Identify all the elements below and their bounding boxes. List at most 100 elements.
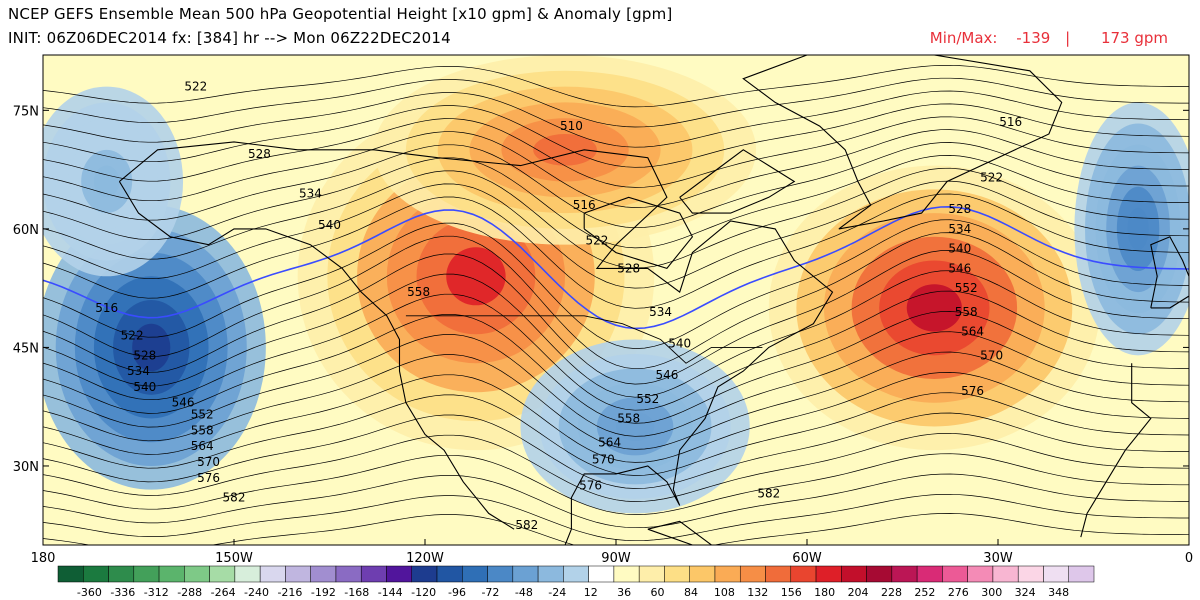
legend-label-8: -168 [344, 586, 369, 599]
legend-swatch-15 [436, 565, 463, 583]
west-coast [118, 181, 515, 530]
contour-line-8 [43, 167, 1189, 269]
lon-label-5: 30W [983, 551, 1013, 566]
anomaly-blob-4-ring-1 [616, 411, 655, 441]
legend-swatch-4 [158, 565, 185, 583]
contour-label-5: 510 [560, 119, 583, 133]
latitude-axis: 75N 60N 45N 30N [13, 104, 1189, 475]
lon-label-1: 150W [215, 551, 253, 566]
lat-label-2: 45N [13, 341, 39, 356]
legend-swatch-25 [689, 565, 716, 583]
us-canada-border [405, 315, 763, 364]
legend-label-19: 108 [714, 586, 735, 599]
contour-line-13 [43, 232, 1189, 370]
legend-swatch-28 [765, 565, 792, 583]
min-max-readout: Min/Max: -139 | 173 gpm [930, 29, 1168, 47]
legend-swatch-10 [310, 565, 337, 583]
contour-540-line [43, 205, 1189, 330]
legend-label-9: -144 [378, 586, 403, 599]
legend-swatch-26 [714, 565, 741, 583]
contour-label-3: 540 [318, 218, 341, 232]
legend-label-15: 12 [584, 586, 598, 599]
legend-label-14: -24 [548, 586, 566, 599]
contour-label-25: 552 [191, 408, 214, 422]
contour-line-20 [43, 372, 1189, 463]
contour-line-3 [43, 103, 1189, 168]
legend-swatch-2 [108, 565, 135, 583]
baffin [679, 149, 796, 214]
north-america-coast [119, 141, 834, 545]
legend-swatch-11 [335, 565, 362, 583]
legend-swatch-31 [841, 565, 867, 583]
contour-label-11: 546 [655, 368, 678, 382]
contour-label-14: 564 [598, 435, 621, 449]
british-isles [1150, 236, 1189, 309]
legend-label-22: 180 [814, 586, 835, 599]
contour-label-6: 516 [573, 198, 596, 212]
contour-line-24 [43, 453, 1189, 515]
anomaly-blob-2-ring-1 [906, 284, 962, 332]
contour-line-15 [43, 270, 1189, 398]
contour-label-33: 534 [948, 222, 971, 236]
legend-label-28: 324 [1015, 586, 1036, 599]
legend-label-26: 276 [948, 586, 969, 599]
contour-label-40: 576 [961, 384, 984, 398]
contour-line-6 [43, 142, 1189, 229]
lon-label-3: 90W [601, 551, 631, 566]
coastlines [118, 55, 1189, 545]
contour-line-4 [43, 116, 1189, 188]
legend-label-17: 60 [651, 586, 665, 599]
legend-swatch-27 [739, 565, 766, 583]
contour-line-18 [43, 331, 1189, 437]
legend-swatch-7 [234, 565, 261, 583]
legend-swatch-37 [992, 565, 1019, 583]
contour-label-0: 522 [184, 80, 207, 94]
legend-swatch-3 [133, 565, 160, 583]
contour-line-19 [43, 351, 1189, 450]
contour-line-25 [43, 473, 1189, 529]
legend-swatch-13 [386, 565, 413, 583]
legend-swatch-8 [259, 565, 286, 583]
init-forecast-line: INIT: 06Z06DEC2014 fx: [384] hr --> Mon … [8, 29, 451, 47]
legend-label-4: -264 [211, 586, 236, 599]
legend-label-1: -336 [110, 586, 135, 599]
contour-label-10: 540 [668, 336, 691, 350]
contour-label-19: 516 [95, 301, 118, 315]
legend-swatch-20 [563, 565, 589, 583]
legend-swatch-18 [512, 565, 539, 583]
contour-line-14 [43, 250, 1189, 385]
legend-swatch-9 [285, 565, 311, 583]
legend-swatch-39 [1043, 565, 1069, 583]
contour-label-7: 522 [585, 234, 608, 248]
legend-label-10: -120 [411, 586, 436, 599]
contour-label-35: 546 [948, 261, 971, 275]
contour-line-9 [43, 180, 1189, 289]
legend-swatch-6 [209, 565, 236, 583]
contour-label-27: 564 [191, 439, 214, 453]
map-title: NCEP GEFS Ensemble Mean 500 hPa Geopoten… [8, 5, 673, 23]
contour-line-17 [43, 311, 1189, 424]
greenland [742, 55, 1063, 230]
legend-labels: -360 -336 -312 -288 -264 -240 -216 -192 -168 -144… [77, 586, 1069, 599]
minmax-separator: | [1065, 29, 1071, 47]
lon-label-4: 60W [792, 551, 822, 566]
contour-label-22: 534 [127, 364, 150, 378]
contour-line-1 [43, 77, 1189, 128]
lat-label-1: 60N [13, 223, 39, 238]
legend-label-11: -96 [448, 586, 466, 599]
contour-label-31: 522 [980, 171, 1003, 185]
legend-label-16: 36 [617, 586, 631, 599]
legend-label-13: -48 [515, 586, 533, 599]
cuba [647, 520, 713, 545]
contour-label-32: 528 [948, 202, 971, 216]
legend-swatch-32 [866, 565, 893, 583]
contour-line-16 [43, 290, 1189, 411]
contour-label-18: 582 [223, 491, 246, 505]
contour-label-28: 570 [197, 455, 220, 469]
legend-swatch-34 [916, 565, 943, 583]
contour-label-15: 570 [592, 453, 615, 467]
legend-label-21: 156 [781, 586, 802, 599]
legend-label-5: -240 [244, 586, 269, 599]
legend-label-12: -72 [481, 586, 499, 599]
contour-label-21: 528 [133, 348, 156, 362]
